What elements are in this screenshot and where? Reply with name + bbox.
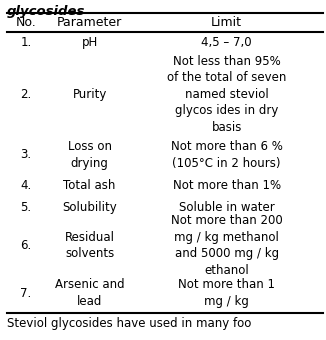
Text: Parameter: Parameter [57, 16, 122, 29]
Text: Purity: Purity [72, 88, 107, 101]
Text: 1.: 1. [21, 36, 32, 49]
Text: Residual
solvents: Residual solvents [65, 231, 115, 260]
Text: pH: pH [82, 36, 98, 49]
Text: Not more than 1%: Not more than 1% [172, 179, 281, 192]
Text: Soluble in water: Soluble in water [179, 201, 274, 214]
Text: Not more than 6 %
(105°C in 2 hours): Not more than 6 % (105°C in 2 hours) [170, 140, 283, 170]
Text: 3.: 3. [21, 149, 32, 162]
Text: 5.: 5. [21, 201, 32, 214]
Text: 4.: 4. [21, 179, 32, 192]
Text: Solubility: Solubility [62, 201, 117, 214]
Text: glycosides: glycosides [7, 5, 85, 18]
Text: Total ash: Total ash [64, 179, 116, 192]
Text: Not more than 1
mg / kg: Not more than 1 mg / kg [178, 278, 275, 308]
Text: Arsenic and
lead: Arsenic and lead [55, 278, 125, 308]
Text: Loss on
drying: Loss on drying [68, 140, 111, 170]
Text: 2.: 2. [21, 88, 32, 101]
Text: Steviol glycosides have used in many foo: Steviol glycosides have used in many foo [7, 317, 251, 330]
Text: 6.: 6. [21, 239, 32, 252]
Text: Not less than 95%
of the total of seven
named steviol
glycos ides in dry
basis: Not less than 95% of the total of seven … [167, 55, 286, 134]
Text: 4,5 – 7,0: 4,5 – 7,0 [201, 36, 252, 49]
Text: 7.: 7. [21, 287, 32, 300]
Text: Limit: Limit [211, 16, 242, 29]
Text: No.: No. [16, 16, 37, 29]
Text: Not more than 200
mg / kg methanol
and 5000 mg / kg
ethanol: Not more than 200 mg / kg methanol and 5… [171, 214, 282, 277]
